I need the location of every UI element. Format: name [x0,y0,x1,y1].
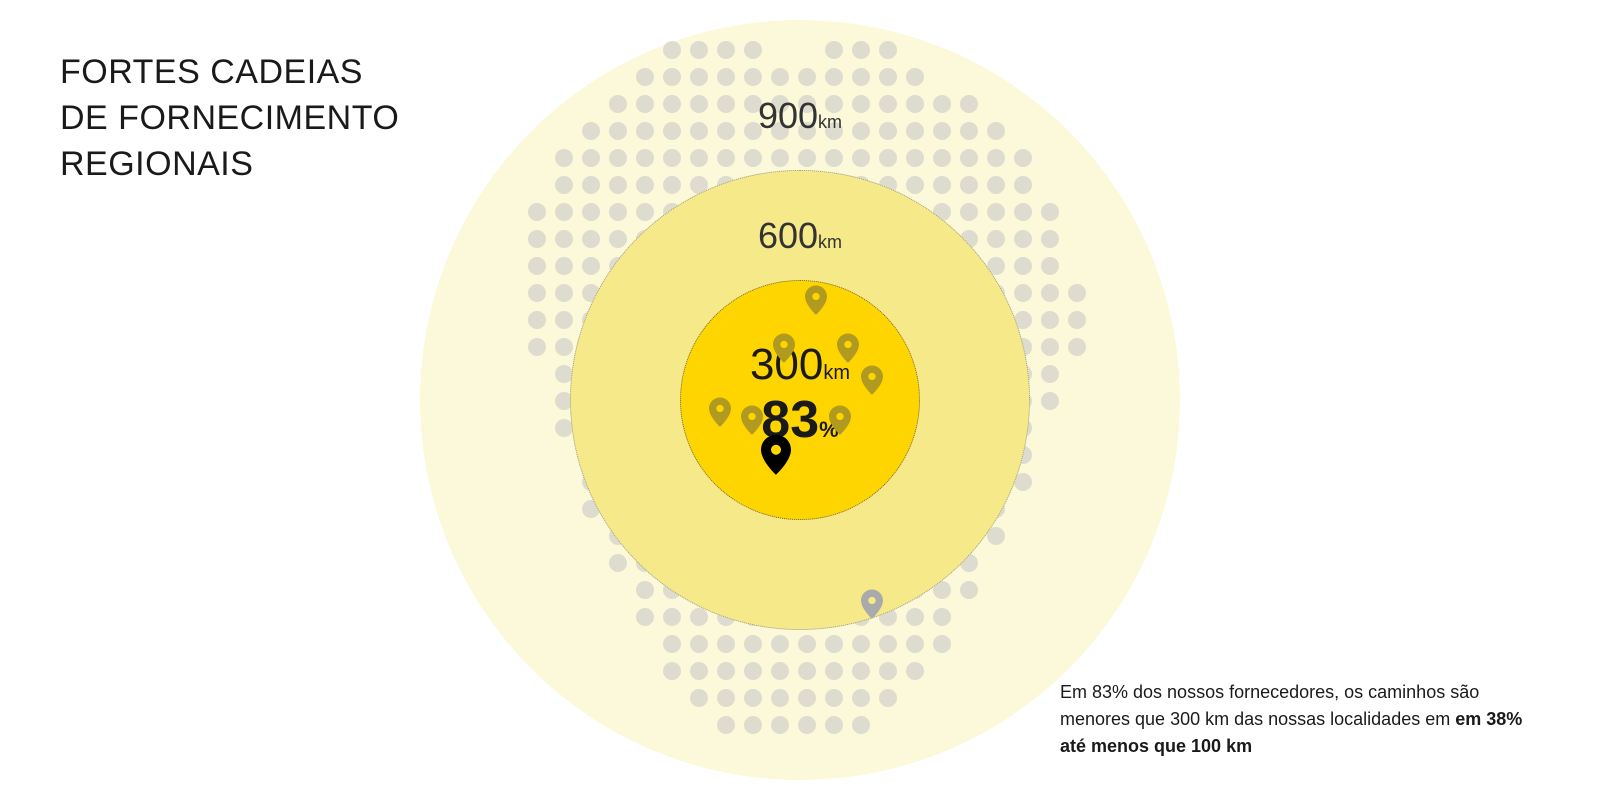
footnote: Em 83% dos nossos fornecedores, os camin… [1060,679,1540,760]
title-line-1: FORTES CADEIAS [60,53,363,91]
ring-900-unit: km [818,112,842,132]
supplier-pin-icon [741,405,763,440]
ring-label-600: 600km [758,215,842,257]
title-line-2: DE FORNECIMENTO [60,99,399,137]
main-location-pin-icon [761,435,791,481]
supplier-pin-icon [837,333,859,368]
supplier-pin-icon [861,365,883,400]
supplier-pin-icon [829,405,851,440]
footnote-text: Em 83% dos nossos fornecedores, os camin… [1060,682,1479,729]
supplier-pin-icon [773,333,795,368]
page-title: FORTES CADEIAS DE FORNECIMENTO REGIONAIS [60,50,399,188]
supplier-pin-icon [805,285,827,320]
ring-900-value: 900 [758,95,818,136]
ring-label-900: 900km [758,95,842,137]
supplier-pin-icon [709,397,731,432]
ring-600-value: 600 [758,215,818,256]
title-line-3: REGIONAIS [60,145,253,183]
ring-600-unit: km [818,232,842,252]
supplier-outlier-pin-icon [861,589,883,624]
